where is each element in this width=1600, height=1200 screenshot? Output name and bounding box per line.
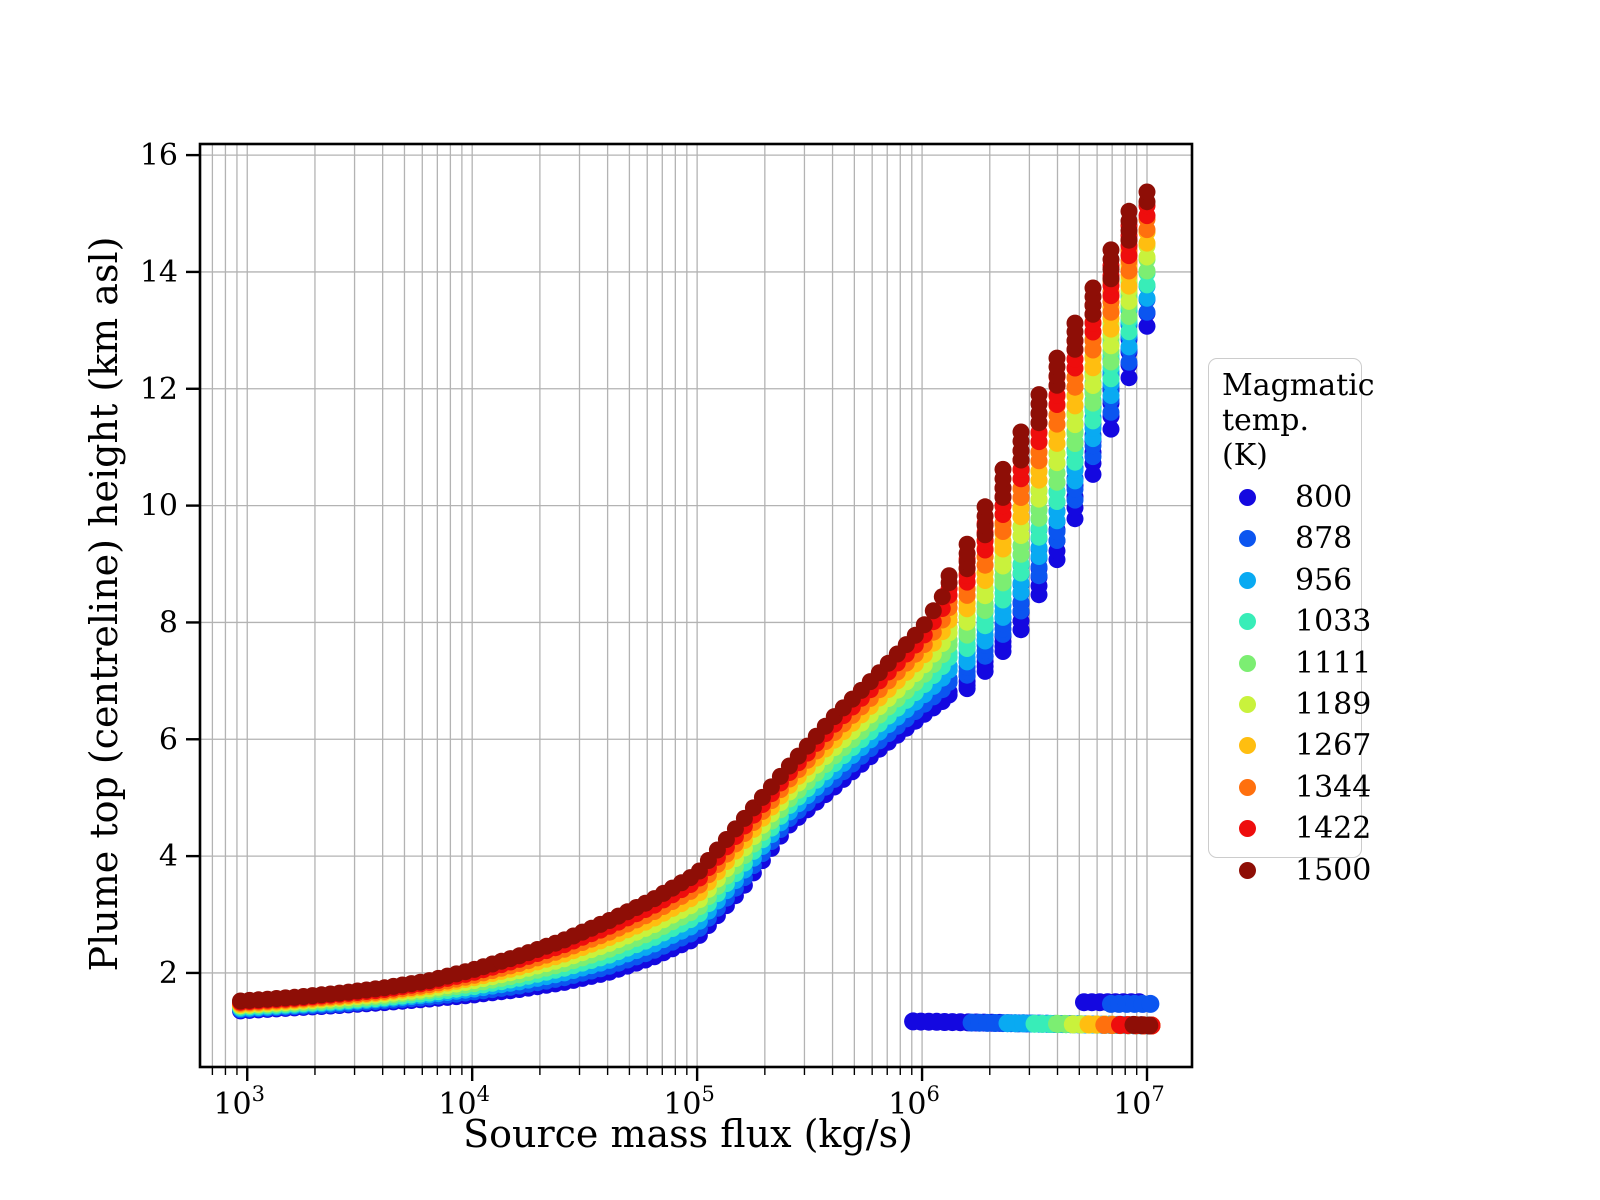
series-878-tail-points <box>1102 994 1160 1013</box>
legend-entry-label: 800 <box>1295 480 1353 515</box>
y-axis-label: Plume top (centreline) height (km asl) <box>82 236 126 972</box>
legend-title-line-2: temp. (K) <box>1222 403 1309 473</box>
legend-marker-dot <box>1239 489 1256 506</box>
legend-entry: 1344 <box>1209 767 1371 808</box>
legend-marker-dot <box>1239 571 1256 589</box>
legend-entry-label: 1422 <box>1295 811 1372 847</box>
legend-marker-dot <box>1239 861 1256 879</box>
legend-entry-label: 1033 <box>1295 604 1372 640</box>
legend-entry: 878 <box>1209 518 1361 559</box>
legend-entry: 800 <box>1209 477 1361 518</box>
legend-entry: 1267 <box>1209 725 1371 766</box>
legend-entry: 956 <box>1209 560 1361 601</box>
y-tick-label: 6 <box>159 722 178 757</box>
legend-entry-label: 1344 <box>1295 769 1372 805</box>
y-tick-label: 12 <box>140 372 178 407</box>
legend-marker-dot <box>1239 778 1256 796</box>
legend-entry: 1422 <box>1209 808 1371 849</box>
legend-entry-label: 1111 <box>1295 645 1372 681</box>
x-tick-label: 103 <box>213 1082 265 1122</box>
y-tick-label: 10 <box>140 489 178 524</box>
legend-marker-dot <box>1239 654 1256 672</box>
y-tick-label: 14 <box>140 255 178 290</box>
legend-entry: 1500 <box>1209 850 1371 891</box>
legend-title: Magmatic temp. (K) <box>1209 359 1375 473</box>
x-tick-label: 107 <box>1113 1082 1165 1122</box>
legend-entry: 1189 <box>1209 684 1371 725</box>
legend-marker-dot <box>1239 820 1256 838</box>
legend-marker-dot <box>1239 613 1256 631</box>
legend-marker-dot <box>1239 737 1256 755</box>
legend-entry-label: 878 <box>1295 521 1353 557</box>
legend-entry-label: 956 <box>1295 562 1353 598</box>
legend-entry: 1033 <box>1209 601 1371 642</box>
x-axis-label: Source mass flux (kg/s) <box>463 1112 913 1156</box>
legend-marker-dot <box>1239 530 1256 548</box>
series-1500-collapse-points <box>1124 1015 1159 1035</box>
legend: Magmatic temp. (K) 800 878 956 1033 1111 1189… <box>1208 358 1375 888</box>
gridlines <box>200 144 1192 1067</box>
y-tick-label: 4 <box>159 839 178 874</box>
legend-entries: 800 878 956 1033 1111 1189 1267 1344 1422 1500 <box>1209 477 1371 891</box>
legend-title-line-1: Magmatic <box>1222 368 1375 403</box>
legend-entry: 1111 <box>1209 643 1371 684</box>
legend-entry-label: 1189 <box>1295 686 1372 722</box>
legend-marker-dot <box>1239 695 1256 713</box>
y-tick-label: 16 <box>140 138 178 173</box>
y-tick-label: 2 <box>159 956 178 991</box>
series-1500-points <box>232 183 1156 1010</box>
y-tick-label: 8 <box>159 605 178 640</box>
legend-entry-label: 1500 <box>1295 852 1372 888</box>
ticks <box>186 153 1149 1081</box>
legend-entry-label: 1267 <box>1295 728 1372 764</box>
